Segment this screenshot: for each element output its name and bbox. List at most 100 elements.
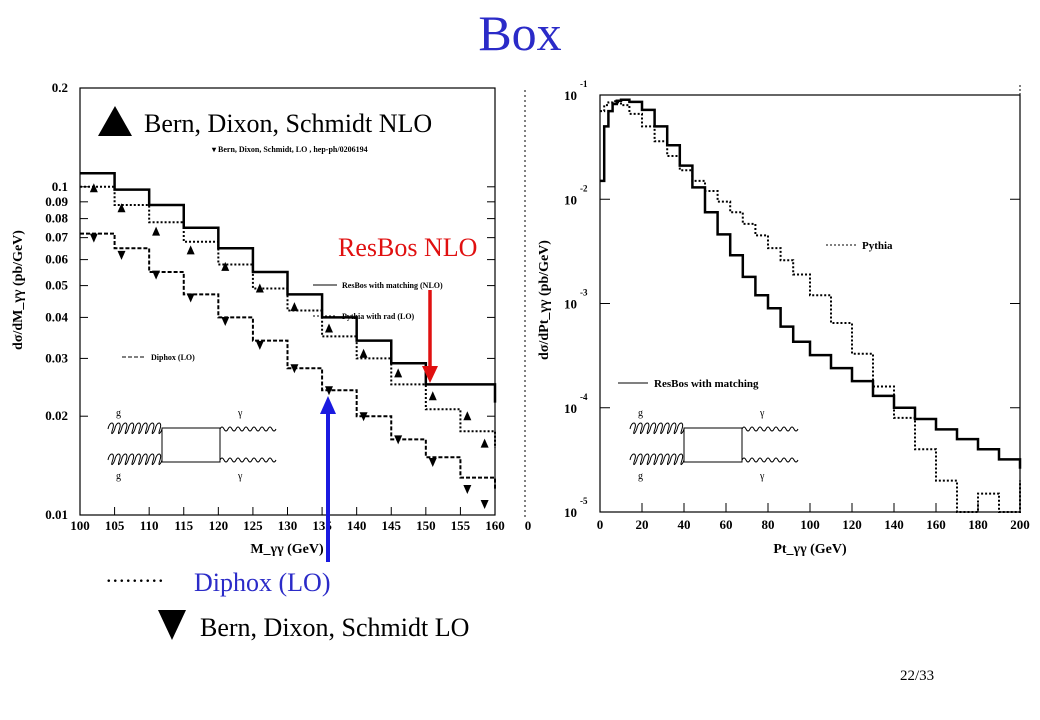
- triangle-down-icon: [158, 610, 186, 640]
- triangle-up-icon: [98, 106, 132, 136]
- left-x-tick-label: 110: [140, 518, 159, 533]
- left-legend-pythia: Pythia with rad (LO): [342, 312, 415, 321]
- right-y-tick-base: 10: [564, 505, 577, 520]
- right-y-axis-label: dσ/dPt_γγ (pb/GeV): [537, 240, 552, 360]
- left-y-tick-label: 0.04: [45, 309, 68, 324]
- right-x-tick-label: 120: [842, 517, 862, 532]
- bds-nlo-point: [152, 226, 161, 236]
- photon-line: [741, 457, 799, 463]
- left-y-tick-label: 0.09: [45, 194, 68, 209]
- bds-lo-point: [325, 386, 333, 396]
- left-y-tick-label: 0.08: [45, 211, 68, 226]
- bds-lo-annotation: Bern, Dixon, Schmidt LO: [158, 610, 469, 643]
- right-y-tick-exponent: -2: [580, 183, 588, 193]
- right-x-tick-label: 0: [597, 517, 604, 532]
- right-chart: 0 20 40 60 80 100 120 140 160 180 20010-110-210-31…: [537, 79, 1030, 557]
- left-x-tick-label: 120: [209, 518, 229, 533]
- left-y-tick-label: 0.01: [45, 507, 68, 522]
- right-plot-frame: [599, 94, 1021, 513]
- photon-label: γ: [759, 471, 765, 482]
- right-y-tick-exponent: -4: [580, 392, 588, 402]
- left-x-tick-label: 160: [485, 518, 505, 533]
- gluon-label: g: [116, 408, 121, 419]
- bds-lo-point: [89, 233, 98, 243]
- bds-lo-point: [428, 458, 437, 468]
- left-x-tick-label: 145: [382, 518, 402, 533]
- bds-nlo-label: Bern, Dixon, Schmidt NLO: [144, 109, 433, 138]
- left-legend-resbos: ResBos with matching (NLO): [342, 281, 443, 290]
- left-x-tick-label: 125: [243, 518, 263, 533]
- left-y-tick-label: 0.02: [45, 408, 68, 423]
- gluon-line: [629, 422, 685, 435]
- left-x-tick-label-cut: 0: [525, 518, 532, 533]
- resbos-nlo-annotation: ResBos NLO: [338, 233, 478, 262]
- left-series-line: [80, 232, 496, 490]
- right-x-tick-label: 40: [678, 517, 691, 532]
- diphox-annotation: Diphox (LO): [194, 568, 331, 597]
- bds-nlo-annotation: Bern, Dixon, Schmidt NLO: [98, 106, 432, 139]
- left-y-tick-label: 0.1: [52, 179, 68, 194]
- left-legend-bds-lo: ▾ Bern, Dixon, Schmidt, LO , hep-ph/0206…: [211, 145, 368, 154]
- left-y-tick-label: 0.2: [52, 80, 68, 95]
- bds-nlo-point: [394, 368, 403, 378]
- blue-arrow-head: [320, 396, 336, 414]
- bds-lo-point: [186, 293, 195, 303]
- right-x-axis-label: Pt_γγ (GeV): [773, 542, 847, 557]
- right-legend-pythia: Pythia: [862, 240, 893, 252]
- left-x-tick-label: 140: [347, 518, 367, 533]
- left-x-tick-label: 105: [105, 518, 125, 533]
- bds-lo-point: [221, 317, 230, 327]
- bds-nlo-point: [290, 302, 299, 312]
- right-x-tick-label: 20: [636, 517, 649, 532]
- right-series-line: [600, 98, 1022, 469]
- gluon-line: [629, 453, 685, 466]
- right-x-tick-label: 160: [926, 517, 946, 532]
- left-y-tick-label: 0.03: [45, 350, 68, 365]
- right-feynman-diagram: g g γ γ: [629, 408, 799, 482]
- left-y-tick-label: 0.05: [45, 278, 68, 293]
- bds-lo-point: [359, 412, 368, 422]
- bds-lo-point: [290, 364, 299, 374]
- right-legend-resbos: ResBos with matching: [654, 378, 759, 390]
- left-x-tick-label: 155: [451, 518, 471, 533]
- right-x-tick-label: 140: [884, 517, 904, 532]
- right-x-tick-label: 200: [1010, 517, 1030, 532]
- bds-nlo-point: [221, 261, 230, 271]
- gluon-label: g: [638, 471, 643, 482]
- left-x-tick-label: 100: [70, 518, 90, 533]
- bds-lo-point: [255, 340, 264, 350]
- bds-lo-label: Bern, Dixon, Schmidt LO: [200, 613, 470, 642]
- right-y-tick-base: 10: [564, 297, 577, 312]
- gluon-line: [107, 453, 163, 466]
- photon-line: [219, 457, 277, 463]
- left-legend-diphox: Diphox (LO): [151, 353, 195, 362]
- left-y-tick-label: 0.06: [45, 252, 68, 267]
- box-loop: [683, 427, 743, 463]
- photon-label: γ: [759, 408, 765, 419]
- right-y-tick-exponent: -1: [580, 79, 588, 89]
- left-feynman-diagram: g g γ γ: [107, 408, 277, 482]
- bds-lo-point: [480, 500, 489, 510]
- left-x-tick-label: 130: [278, 518, 298, 533]
- left-x-tick-label: 115: [174, 518, 193, 533]
- photon-line: [741, 426, 799, 432]
- right-y-tick-base: 10: [564, 192, 577, 207]
- left-x-axis-label: M_γγ (GeV): [250, 542, 324, 557]
- left-y-tick-label: 0.07: [45, 230, 68, 245]
- right-y-tick-base: 10: [564, 401, 577, 416]
- gluon-label: g: [116, 471, 121, 482]
- bds-lo-point: [152, 270, 161, 280]
- bds-nlo-point: [428, 391, 437, 401]
- slide-title: Box: [478, 5, 562, 61]
- right-x-tick-label: 180: [968, 517, 988, 532]
- right-series-line: [600, 100, 1021, 513]
- dotted-line-marker: .........: [106, 562, 165, 587]
- photon-label: γ: [237, 471, 243, 482]
- bds-nlo-point: [117, 203, 126, 213]
- right-x-tick-label: 100: [800, 517, 820, 532]
- left-series-line: [80, 185, 496, 449]
- right-x-tick-label: 60: [720, 517, 733, 532]
- bds-nlo-point: [463, 411, 472, 421]
- left-chart: 100 105 110 115 120 125 130 135 140 145 150 155 160 0…: [11, 80, 531, 557]
